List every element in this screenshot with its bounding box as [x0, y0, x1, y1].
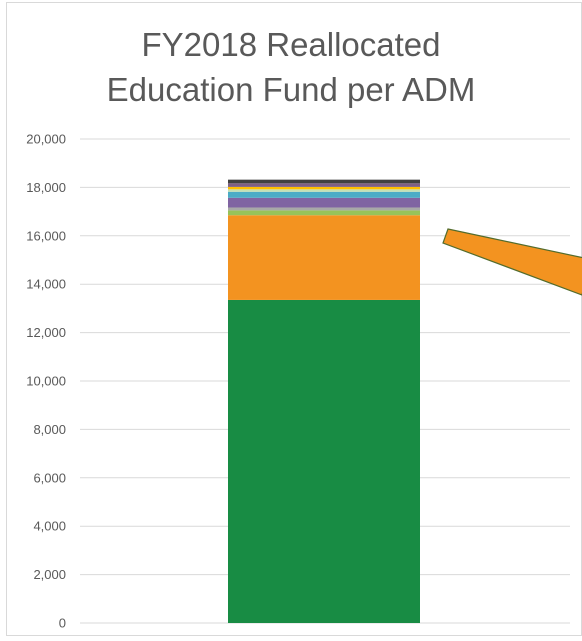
chart-title-line-2: Education Fund per ADM: [106, 71, 476, 108]
chart-title-line-1: FY2018 Reallocated: [141, 26, 441, 63]
stacked-bar: [228, 179, 420, 623]
y-tick-label: 10,000: [26, 374, 66, 389]
bar-segment-2: [228, 215, 420, 300]
bar-segment-7: [228, 189, 420, 192]
y-tick-label: 6,000: [33, 470, 66, 485]
bar-segment-1: [228, 299, 420, 623]
bar-segment-10: [228, 179, 420, 184]
y-axis-tick-labels: 0 2,000 4,000 6,000 8,000 10,000 12,000 14,000 1…: [26, 132, 66, 631]
bar-segment-9: [228, 183, 420, 187]
y-tick-label: 16,000: [26, 228, 66, 243]
y-tick-label: 8,000: [33, 422, 66, 437]
callout-arrow: [442, 228, 582, 296]
bar-segment-3: [228, 210, 420, 216]
y-tick-label: 4,000: [33, 519, 66, 534]
bar-segment-4: [228, 207, 420, 211]
y-tick-label: 2,000: [33, 567, 66, 582]
arrow-shape: [442, 228, 582, 296]
y-tick-label: 20,000: [26, 132, 66, 147]
bar-segment-5: [228, 197, 420, 208]
bar-segment-8: [228, 186, 420, 190]
y-tick-label: 0: [59, 616, 66, 631]
y-tick-label: 12,000: [26, 325, 66, 340]
y-tick-label: 14,000: [26, 277, 66, 292]
y-tick-label: 18,000: [26, 180, 66, 195]
bar-segment-6: [228, 191, 420, 198]
